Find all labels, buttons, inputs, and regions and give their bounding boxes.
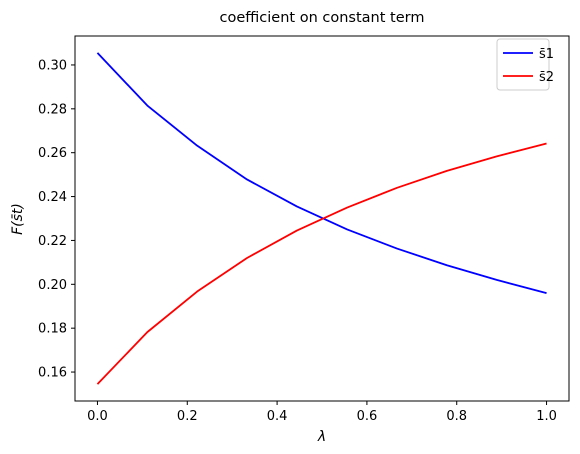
x-tick-label: 0.6: [357, 409, 378, 424]
legend: s̄1 s̄2: [496, 38, 554, 91]
y-tick-label: 0.24: [38, 190, 67, 205]
legend-label-s2: s̄2: [539, 70, 554, 85]
x-tick-label: 0.2: [177, 409, 198, 424]
plot-frame: [74, 35, 570, 402]
x-tick-label: 0.8: [446, 409, 467, 424]
y-axis-label: F(s̄t): [10, 203, 26, 235]
x-axis: 0.0 0.2 0.4 0.6 0.8 1.0: [87, 401, 557, 424]
legend-box: [496, 38, 550, 91]
plot-area: [74, 35, 570, 402]
x-tick-label: 0.4: [267, 409, 288, 424]
y-tick-label: 0.30: [38, 58, 67, 73]
x-tick-label: 0.0: [87, 409, 108, 424]
y-tick-label: 0.20: [38, 278, 67, 293]
x-axis-label: λ: [317, 429, 326, 445]
chart-title: coefficient on constant term: [220, 10, 425, 26]
series-line-2: [96, 142, 547, 385]
series-line-1: [96, 52, 547, 294]
x-tick-label: 1.0: [536, 409, 557, 424]
y-tick-label: 0.22: [38, 234, 67, 249]
y-tick-label: 0.26: [38, 146, 67, 161]
y-tick-label: 0.18: [38, 322, 67, 337]
y-tick-label: 0.16: [38, 366, 67, 381]
legend-label-s1: s̄1: [539, 47, 554, 62]
y-axis: 0.16 0.18 0.20 0.22 0.24 0.26 0.28 0.30: [38, 58, 75, 381]
y-tick-label: 0.28: [38, 102, 67, 117]
